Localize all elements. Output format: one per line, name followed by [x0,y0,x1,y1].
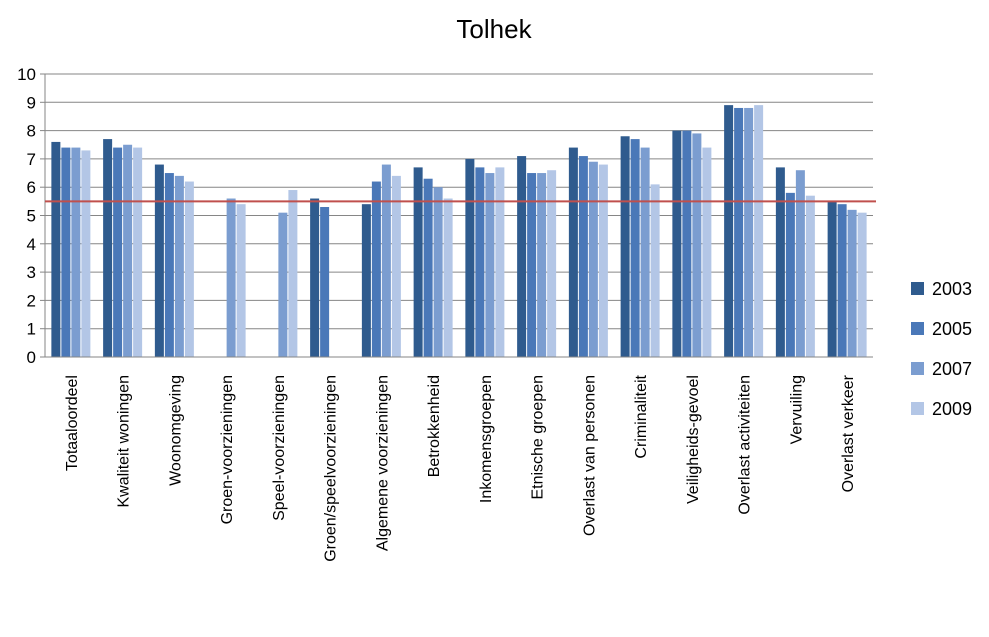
y-tick-label: 5 [27,207,36,226]
chart-title: Tolhek [456,14,532,44]
bar-2007-15 [847,209,857,357]
x-tick-label: Kwaliteit woningen [116,375,133,508]
y-tick-label: 4 [27,235,36,254]
x-tick-label: Woonomgeving [167,375,184,486]
y-tick-label: 2 [27,291,36,310]
bar-2009-8 [495,167,505,357]
x-tick-label: Groen-voorzieningen [219,375,236,524]
bar-2005-0 [61,147,71,357]
bar-2003-0 [51,141,61,357]
bar-2009-13 [754,105,764,357]
bar-2005-7 [423,178,433,357]
bar-2005-8 [475,167,485,357]
legend-label: 2005 [932,319,972,339]
x-tick-label: Overlast activiteiten [737,375,754,515]
bar-2007-1 [123,144,133,357]
y-tick-label: 1 [27,320,36,339]
legend-swatch-2007 [911,362,924,375]
bar-2007-12 [692,133,702,357]
bar-2003-11 [620,136,630,357]
bar-2007-8 [485,173,495,357]
x-tick-label: Vervuiling [788,375,805,444]
y-tick-label: 7 [27,150,36,169]
bar-2005-14 [785,192,795,357]
bar-2009-4 [288,190,298,357]
legend-label: 2007 [932,359,972,379]
bar-2007-6 [381,164,391,357]
bar-2009-7 [443,198,453,357]
bar-2003-1 [103,139,113,357]
bar-2003-9 [517,156,527,357]
bar-2009-9 [547,170,557,357]
y-tick-label: 6 [27,178,36,197]
bar-2009-11 [650,184,660,357]
legend-swatch-2005 [911,322,924,335]
bar-2005-1 [113,147,123,357]
bar-2007-13 [744,107,754,358]
bar-2005-13 [734,107,744,358]
legend-label: 2003 [932,279,972,299]
bar-2007-3 [226,198,236,357]
bar-2009-3 [236,204,246,357]
bar-2003-14 [775,167,785,357]
bar-2003-12 [672,130,682,357]
bar-2003-10 [568,147,578,357]
bar-2003-5 [310,198,320,357]
legend-swatch-2009 [911,402,924,415]
bar-2009-6 [391,175,401,357]
y-tick-label: 10 [17,65,36,84]
bar-2009-10 [598,164,608,357]
bar-2005-5 [320,207,330,357]
bar-2005-9 [527,173,537,357]
y-tick-label: 8 [27,122,36,141]
bar-2005-11 [630,139,640,357]
bar-2003-8 [465,158,475,357]
legend-swatch-2003 [911,282,924,295]
bar-2005-10 [578,156,588,357]
bar-2007-10 [588,161,598,357]
x-tick-label: Overlast verkeer [840,374,857,492]
bar-2003-2 [154,164,164,357]
bar-2003-6 [361,204,371,357]
bar-2009-15 [857,212,867,357]
bar-2005-6 [371,181,381,357]
bar-2007-7 [433,187,443,357]
x-tick-label: Algemene voorzieningen [374,375,391,551]
bar-2009-0 [81,150,91,357]
bar-2007-11 [640,147,650,357]
x-tick-label: Inkomensgroepen [478,375,495,503]
bar-2005-12 [682,130,692,357]
bar-2007-0 [71,147,81,357]
x-axis-labels: Totaaloordeel Kwaliteit woningen Woonomgev… [64,374,857,561]
bar-2007-4 [278,212,288,357]
bar-2007-14 [795,170,805,357]
bar-2009-14 [805,195,815,357]
x-tick-label: Criminaliteit [633,374,650,458]
y-tick-label: 3 [27,263,36,282]
bar-2003-13 [724,105,734,357]
x-tick-label: Veiligheids-gevoel [685,375,702,504]
x-tick-label: Totaaloordeel [64,375,81,471]
bars-group [51,105,867,358]
legend: 2003 2005 2007 2009 [911,279,972,419]
x-tick-label: Overlast van personen [581,375,598,536]
bar-2009-1 [133,147,143,357]
y-tick-label: 9 [27,93,36,112]
x-tick-label: Speel-voorzieningen [271,375,288,521]
bar-2005-2 [164,173,174,357]
x-tick-label: Betrokkenheid [426,375,443,477]
y-tick-label: 0 [27,348,36,367]
bar-2009-2 [184,181,194,357]
x-tick-label: Etnische groepen [530,375,547,500]
x-tick-label: Groen/speelvoorzieningen [323,375,340,562]
bar-2003-7 [413,167,423,357]
legend-label: 2009 [932,399,972,419]
y-axis-ticks: 0 1 2 3 4 5 6 7 8 9 10 [17,65,45,367]
bar-2007-9 [537,173,547,357]
bar-2007-2 [174,175,184,357]
bar-2005-15 [837,204,847,357]
bar-2003-15 [827,201,837,357]
bar-2009-12 [702,147,712,357]
